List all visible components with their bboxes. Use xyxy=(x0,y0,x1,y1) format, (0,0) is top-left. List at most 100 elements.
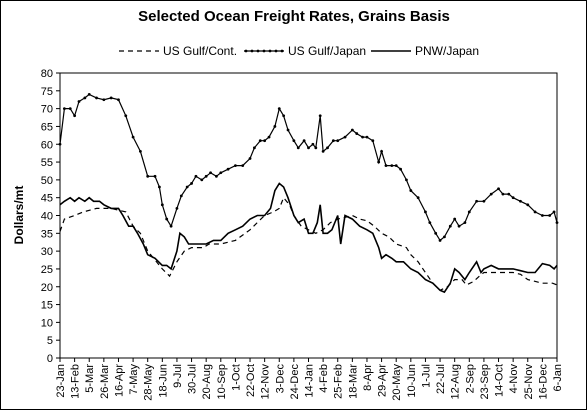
legend-marker xyxy=(268,49,272,53)
legend-marker xyxy=(274,49,278,53)
data-point xyxy=(519,199,522,203)
x-tick-label: 7-May xyxy=(128,364,140,395)
y-axis-label: Dollars/mt xyxy=(12,186,26,245)
x-tick-label: 8-Apr xyxy=(362,364,374,391)
data-point xyxy=(175,206,179,210)
data-point xyxy=(179,194,183,198)
x-tick-label: 1-Jul xyxy=(420,364,432,388)
data-point xyxy=(443,235,446,239)
data-point xyxy=(73,114,77,118)
x-tick-label: 28-May xyxy=(143,364,155,401)
data-point xyxy=(314,146,318,150)
data-point xyxy=(102,98,106,102)
y-tick-label: 5 xyxy=(47,335,53,347)
x-tick-label: 13-Feb xyxy=(70,364,82,399)
data-point xyxy=(302,139,306,143)
data-point xyxy=(511,196,515,200)
x-tick-label: 20-May xyxy=(391,364,403,401)
data-point xyxy=(380,149,383,153)
x-tick-label: 23-Jan xyxy=(55,364,67,398)
data-point xyxy=(434,231,438,235)
data-point xyxy=(292,139,296,143)
legend-marker xyxy=(244,49,248,53)
data-point xyxy=(548,214,552,217)
data-point xyxy=(424,210,427,214)
data-point xyxy=(273,125,277,128)
data-point xyxy=(77,100,81,103)
legend-marker xyxy=(262,49,266,53)
data-point xyxy=(475,199,479,203)
x-tick-label: 3-Dec xyxy=(274,364,286,394)
data-point xyxy=(131,135,135,139)
data-point xyxy=(448,224,452,228)
x-tick-label: 4-Nov xyxy=(508,364,520,394)
data-point xyxy=(185,185,189,189)
data-point xyxy=(390,164,394,168)
data-point xyxy=(326,146,329,150)
data-point xyxy=(215,174,218,178)
data-point xyxy=(552,210,556,214)
data-point xyxy=(355,132,359,135)
data-point xyxy=(533,210,537,214)
y-tick-label: 65 xyxy=(41,121,53,133)
data-point xyxy=(467,210,471,214)
x-tick-label: 6-Jan xyxy=(552,364,564,392)
data-point xyxy=(453,217,457,221)
x-tick-label: 18-Jun xyxy=(157,364,169,398)
data-point xyxy=(153,174,157,178)
x-tick-label: 22-Oct xyxy=(245,364,257,397)
plot-area-frame xyxy=(59,72,558,359)
data-point xyxy=(282,114,286,118)
data-point xyxy=(365,135,369,139)
data-point xyxy=(501,192,505,196)
data-point xyxy=(428,221,432,225)
data-point xyxy=(318,114,322,118)
x-tick-label: 30-Jul xyxy=(187,364,199,394)
data-point xyxy=(507,192,511,196)
legend-label-us-gulf-japan: US Gulf/Japan xyxy=(288,44,366,58)
data-point xyxy=(194,174,198,178)
data-point xyxy=(457,224,461,228)
y-tick-label: 40 xyxy=(41,211,53,223)
data-point xyxy=(377,160,381,164)
data-point xyxy=(296,146,300,150)
data-point xyxy=(277,107,281,111)
data-point xyxy=(160,203,164,207)
y-tick-label: 15 xyxy=(41,300,53,312)
x-tick-label: 23-Sep xyxy=(479,364,491,399)
x-tick-label: 16-Dec xyxy=(537,364,549,400)
legend: US Gulf/Cont. US Gulf/Japan PNW/Japan xyxy=(119,44,479,58)
data-point xyxy=(109,96,113,100)
y-tick-label: 35 xyxy=(41,228,53,240)
data-point xyxy=(463,221,467,225)
x-tick-label: 2-Sep xyxy=(464,364,476,393)
data-point xyxy=(124,114,128,118)
data-point xyxy=(138,149,142,153)
data-point xyxy=(361,135,364,139)
data-point xyxy=(526,203,530,207)
x-tick-label: 12-Aug xyxy=(450,364,462,399)
x-tick-label: 22-Jul xyxy=(435,364,447,394)
data-point xyxy=(204,174,208,178)
legend-marker xyxy=(280,49,284,53)
series-group xyxy=(58,92,559,294)
x-tick-label: 10-Sep xyxy=(216,364,228,399)
data-point xyxy=(267,135,271,139)
chart-title: Selected Ocean Freight Rates, Grains Bas… xyxy=(138,8,450,25)
y-tick-label: 55 xyxy=(41,157,53,169)
x-tick-label: 4-Feb xyxy=(318,364,330,393)
data-point xyxy=(555,221,559,225)
data-point xyxy=(219,171,223,175)
x-tick-label: 9-Jul xyxy=(172,364,184,388)
data-point xyxy=(286,128,290,132)
x-tick-label: 10-Jun xyxy=(406,364,418,398)
x-tick-label: 1-Oct xyxy=(230,364,242,391)
data-point xyxy=(117,98,120,102)
x-tick-label: 25-Nov xyxy=(523,364,535,400)
data-point xyxy=(482,199,486,203)
data-point xyxy=(158,185,161,189)
data-point xyxy=(226,167,230,171)
legend-marker xyxy=(256,49,260,53)
